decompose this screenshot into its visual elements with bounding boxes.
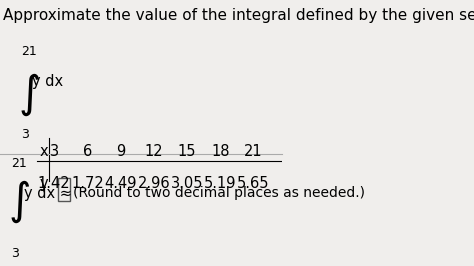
Text: y dx ≈: y dx ≈ [24,186,72,201]
Text: 21: 21 [244,144,263,159]
Text: $\int$: $\int$ [18,72,40,118]
Text: $\int$: $\int$ [9,178,30,225]
Text: 6: 6 [82,144,92,159]
Text: 3.05: 3.05 [171,176,203,190]
Text: (Round to two decimal places as needed.): (Round to two decimal places as needed.) [73,186,365,200]
Text: 9: 9 [116,144,125,159]
Text: 5.19: 5.19 [204,176,237,190]
Text: 21: 21 [21,45,37,58]
Text: 2.96: 2.96 [137,176,170,190]
Text: 5.65: 5.65 [237,176,270,190]
Text: 21: 21 [11,157,27,170]
Text: 4.49: 4.49 [104,176,137,190]
Text: 1.72: 1.72 [71,176,104,190]
Text: 3: 3 [11,247,19,260]
Text: x: x [39,144,48,159]
Text: 3: 3 [49,144,59,159]
Text: y: y [39,176,48,190]
Text: 3: 3 [21,128,29,141]
Text: 1.42: 1.42 [38,176,71,190]
Text: 18: 18 [211,144,229,159]
Text: 12: 12 [145,144,163,159]
FancyBboxPatch shape [58,178,71,201]
Text: Approximate the value of the integral defined by the given set of points.: Approximate the value of the integral de… [3,8,474,23]
Text: y dx: y dx [32,74,64,89]
Text: 15: 15 [178,144,196,159]
